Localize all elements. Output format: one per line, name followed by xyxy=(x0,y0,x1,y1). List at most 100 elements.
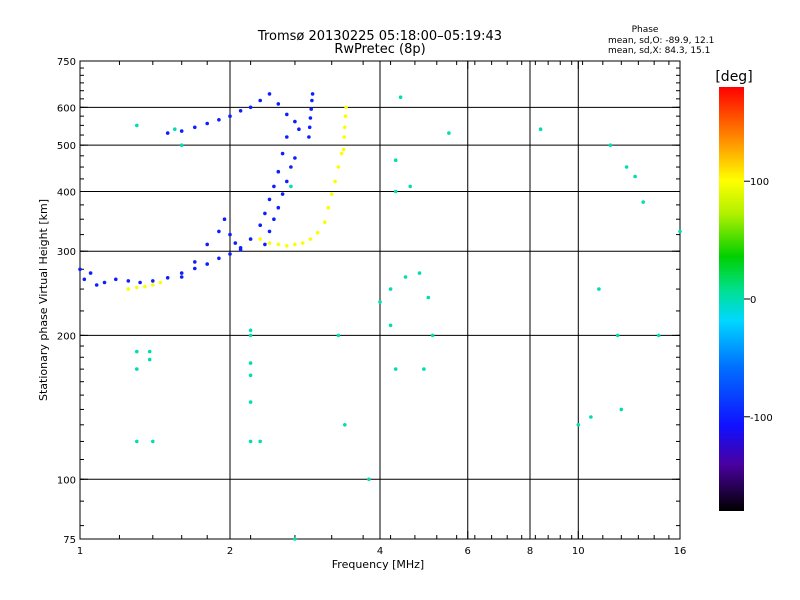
echo-point xyxy=(267,92,272,96)
echo-point xyxy=(615,333,620,338)
echo-point xyxy=(151,279,155,283)
echo-point xyxy=(339,151,344,156)
echo-point xyxy=(388,323,393,328)
y-tick-label: 750 xyxy=(57,57,76,68)
x-axis-label: Frequency [MHz] xyxy=(332,558,424,571)
echo-point xyxy=(179,143,184,147)
x-tick-label: 16 xyxy=(674,546,687,557)
echo-point xyxy=(258,223,263,227)
echo-point xyxy=(179,271,184,275)
y-axis-label: Stationary phase Virtual Height [km] xyxy=(37,199,50,401)
y-tick-label: 500 xyxy=(57,141,76,152)
echo-point xyxy=(263,211,267,216)
echo-point xyxy=(193,125,197,130)
colorbar-ticks: 100 0 -100 xyxy=(744,177,773,424)
echo-point xyxy=(336,333,341,338)
echo-point xyxy=(143,284,147,289)
echo-point xyxy=(388,287,393,291)
echo-point xyxy=(193,260,197,264)
echo-point xyxy=(126,279,131,283)
echo-point xyxy=(248,237,253,241)
echo-point xyxy=(285,135,289,139)
echo-point xyxy=(285,244,289,248)
echo-point xyxy=(378,300,382,304)
echo-point xyxy=(78,267,82,272)
y-tick-label: 200 xyxy=(57,331,76,342)
axis-ticks: 1 2 4 6 8 10 16 75 100 200 300 400 500 600 750 xyxy=(57,57,686,557)
echo-point xyxy=(323,220,327,224)
echo-point xyxy=(258,439,263,444)
echo-point xyxy=(336,165,341,169)
echo-point xyxy=(329,192,334,196)
echo-point xyxy=(656,333,661,338)
colorbar-tick-label: 100 xyxy=(750,177,769,188)
echo-point xyxy=(343,114,348,118)
echo-point xyxy=(678,229,682,234)
echo-point xyxy=(276,242,281,247)
echo-point xyxy=(447,131,451,135)
chart-title-line1: Tromsø 20130225 05:18:00–05:19:43 xyxy=(257,29,502,44)
echo-point xyxy=(248,105,253,110)
echo-point xyxy=(248,333,253,338)
echo-point xyxy=(248,361,253,365)
echo-point xyxy=(228,232,232,237)
echo-point xyxy=(624,165,629,169)
echo-point xyxy=(114,277,118,282)
echo-point xyxy=(228,114,232,118)
echo-point xyxy=(88,271,93,275)
echo-point xyxy=(393,158,398,162)
echo-point xyxy=(393,189,398,194)
echo-point xyxy=(597,287,601,291)
colorbar-tick-label: 0 xyxy=(750,295,756,306)
echo-point xyxy=(403,275,408,279)
echo-point xyxy=(301,241,305,245)
echo-point xyxy=(341,147,346,152)
echo-point xyxy=(276,102,281,106)
echo-point xyxy=(179,275,184,279)
y-tick-label: 400 xyxy=(57,187,76,198)
echo-point xyxy=(138,280,142,285)
echo-point xyxy=(248,373,253,378)
echo-point xyxy=(417,271,422,275)
echo-point xyxy=(135,123,139,128)
echo-point xyxy=(619,407,624,412)
echo-point xyxy=(267,241,272,245)
echo-point xyxy=(147,357,152,362)
echo-point xyxy=(280,151,285,156)
echo-point xyxy=(408,184,413,189)
echo-point xyxy=(258,98,263,103)
echo-point xyxy=(165,131,170,135)
phase-title: Phase xyxy=(632,25,659,35)
echo-point xyxy=(398,95,403,99)
x-tick-label: 8 xyxy=(527,546,533,557)
x-tick-label: 10 xyxy=(572,546,585,557)
echo-point xyxy=(248,400,253,404)
echo-point xyxy=(344,105,348,110)
chart-title-line2: RwPretec (8p) xyxy=(334,42,425,57)
phase-stats-x: mean, sd,X: 84.3, 15.1 xyxy=(608,46,710,56)
echo-point xyxy=(267,197,272,202)
echo-point xyxy=(135,439,139,444)
echo-point xyxy=(102,280,107,285)
data-points xyxy=(78,92,682,541)
x-tick-label: 1 xyxy=(77,546,83,557)
echo-point xyxy=(308,116,313,120)
echo-point xyxy=(193,266,197,271)
echo-point xyxy=(158,280,163,285)
echo-point xyxy=(147,349,152,354)
y-tick-label: 75 xyxy=(63,535,76,546)
echo-point xyxy=(293,242,297,247)
y-tick-label: 100 xyxy=(57,475,76,486)
echo-point xyxy=(222,217,227,221)
echo-point xyxy=(248,328,253,333)
echo-point xyxy=(205,121,209,126)
echo-point xyxy=(285,179,289,184)
echo-point xyxy=(289,184,293,189)
x-tick-label: 6 xyxy=(465,546,471,557)
echo-point xyxy=(343,423,347,427)
echo-point xyxy=(135,367,139,371)
echo-point xyxy=(238,248,243,252)
y-tick-label: 300 xyxy=(57,247,76,258)
echo-point xyxy=(165,276,170,280)
echo-point xyxy=(309,107,314,111)
